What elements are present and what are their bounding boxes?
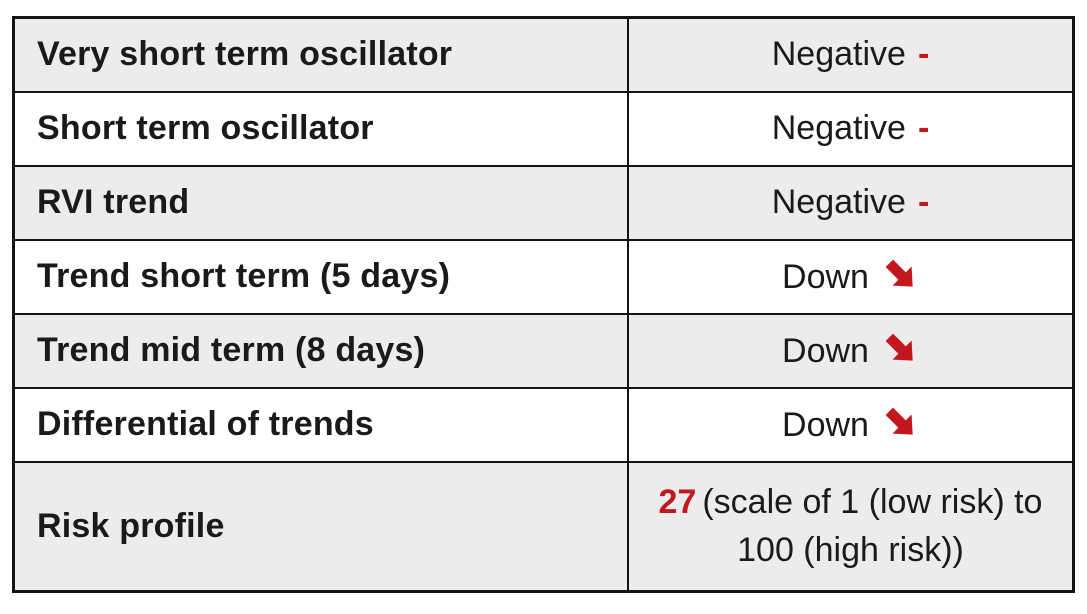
table-row: RVI trend Negative - xyxy=(12,164,1075,241)
row-value: Down xyxy=(627,312,1075,389)
row-value-text: Down xyxy=(782,405,869,444)
row-value-text: Down xyxy=(782,331,869,370)
row-label: Risk profile xyxy=(12,460,629,593)
row-label: Trend mid term (8 days) xyxy=(12,312,629,389)
row-value: Down xyxy=(627,238,1075,315)
indicator-table: Very short term oscillator Negative - Sho… xyxy=(12,16,1075,593)
row-value-text: Negative xyxy=(771,183,906,221)
minus-icon: - xyxy=(917,35,930,74)
row-label: RVI trend xyxy=(12,164,629,241)
table-row: Very short term oscillator Negative - xyxy=(12,16,1075,93)
row-value: Negative - xyxy=(627,90,1075,167)
down-right-arrow-icon xyxy=(883,257,919,293)
row-value-text: Negative xyxy=(771,35,906,74)
row-value-text: Down xyxy=(782,257,869,296)
row-value: Negative - xyxy=(627,164,1075,241)
table-row: Short term oscillator Negative - xyxy=(12,90,1075,167)
table-row: Trend short term (5 days) Down xyxy=(12,238,1075,315)
risk-score: 27 xyxy=(658,483,697,522)
row-label: Differential of trends xyxy=(12,386,629,463)
row-value: Down xyxy=(627,386,1075,463)
minus-icon: - xyxy=(917,183,930,221)
row-label: Trend short term (5 days) xyxy=(12,238,629,315)
minus-icon: - xyxy=(917,109,930,147)
down-right-arrow-icon xyxy=(883,331,919,367)
table-row: Trend mid term (8 days) Down xyxy=(12,312,1075,389)
row-value: Negative - xyxy=(627,16,1075,93)
risk-scale-note: (scale of 1 (low risk) to 100 (high risk… xyxy=(702,483,1043,570)
down-right-arrow-icon xyxy=(883,405,919,441)
row-label: Short term oscillator xyxy=(12,90,629,167)
row-value: 27 (scale of 1 (low risk) to 100 (high ri… xyxy=(627,460,1075,593)
table-row: Differential of trends Down xyxy=(12,386,1075,463)
row-value-text: Negative xyxy=(771,109,906,147)
table-row: Risk profile 27 (scale of 1 (low risk) to… xyxy=(12,460,1075,593)
row-label: Very short term oscillator xyxy=(12,16,629,93)
